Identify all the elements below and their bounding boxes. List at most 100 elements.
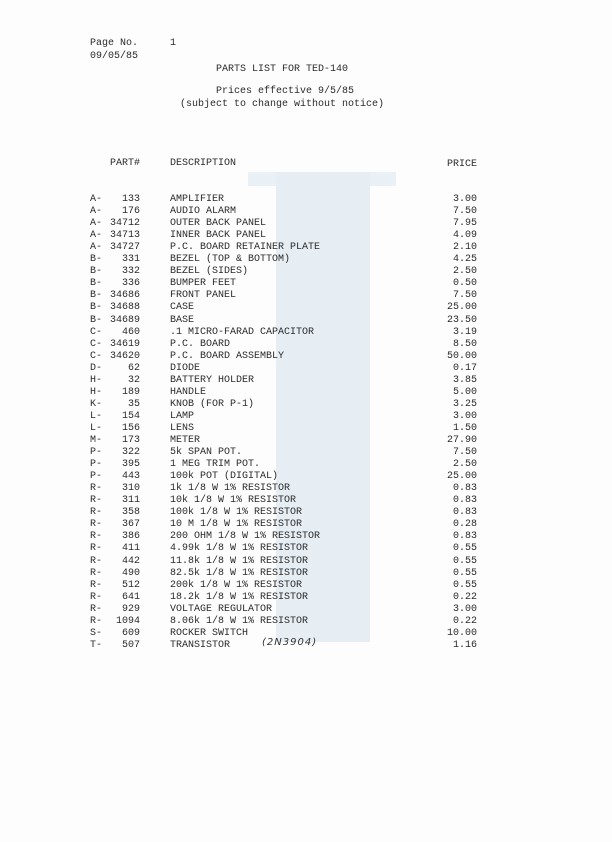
part-description: BEZEL (SIDES) [170,266,249,278]
table-row: R- 490 82.5k 1/8 W 1% RESISTOR 0.55 [0,568,612,580]
part-price: 0.55 [452,579,477,591]
table-row: A- 34727 P.C. BOARD RETAINER PLATE 2.10 [0,242,612,254]
part-price: 23.50 [446,314,477,326]
part-description: 200 OHM 1/8 W 1% RESISTOR [170,531,321,543]
table-row: K- 35 KNOB (FOR P-1) 3.25 [0,399,612,411]
part-prefix: R- [90,495,103,507]
part-description: VOLTAGE REGULATOR [170,603,273,615]
part-prefix: A- [90,218,103,230]
part-number: 507 [121,639,140,651]
part-price: 0.22 [452,615,477,627]
part-description: HANDLE [170,386,207,398]
table-row: R- 386 200 OHM 1/8 W 1% RESISTOR 0.83 [0,531,612,543]
part-price: 27.90 [446,435,477,446]
part-prefix: C- [90,326,103,338]
part-prefix: B- [90,314,103,326]
part-description: 100k POT (DIGITAL) [170,471,279,483]
table-row: C- 460 .1 MICRO-FARAD CAPACITOR 3.19 [0,327,612,339]
part-number: 34620 [109,350,140,362]
part-description: AUDIO ALARM [170,206,237,218]
part-price: 0.50 [452,278,477,290]
part-number: 311 [121,495,140,507]
subtitle-notice: (subject to change without notice) [180,99,385,110]
part-price: 25.00 [446,302,477,314]
table-row: R- 929 VOLTAGE REGULATOR 3.00 [0,604,612,616]
part-number: 336 [121,278,140,290]
part-price: 1.16 [452,639,477,651]
part-number: 512 [121,579,140,591]
part-description: KNOB (FOR P-1) [170,398,255,410]
part-number: 310 [121,483,140,495]
page-number: 1 [170,38,177,49]
part-number: 1094 [115,615,140,627]
table-row: B- 34686 FRONT PANEL 7.50 [0,290,612,302]
part-prefix: A- [90,194,103,205]
part-number: 154 [121,410,140,422]
table-row: C- 34619 P.C. BOARD 8.50 [0,339,612,351]
table-row: P- 395 1 MEG TRIM POT. 2.50 [0,459,612,471]
part-description: OUTER BACK PANEL [170,218,267,230]
part-price: 8.50 [452,338,477,350]
part-number: 442 [121,555,140,567]
table-row: C- 34620 P.C. BOARD ASSEMBLY 50.00 [0,351,612,363]
column-header-part: PART# [110,158,141,169]
part-number: 386 [121,531,140,543]
part-price: 3.19 [452,326,477,338]
part-price: 0.83 [452,531,477,543]
part-number: 173 [121,435,140,446]
part-prefix: A- [90,230,103,242]
part-number: 367 [121,519,140,531]
part-price: 0.55 [452,555,477,567]
part-price: 7.50 [452,290,477,302]
part-number: 35 [127,398,140,410]
part-description: ROCKER SWITCH [170,627,249,639]
part-description: BUMPER FEET [170,278,237,290]
page-label: Page No. [90,38,139,49]
part-description: P.C. BOARD ASSEMBLY [170,350,285,362]
table-row: M- 173 METER 27.90 [0,435,612,447]
part-price: 7.95 [452,218,477,230]
part-number: 332 [121,266,140,278]
column-header-description: DESCRIPTION [170,158,237,169]
table-row: L- 154 LAMP 3.00 [0,411,612,423]
part-prefix: D- [90,362,103,374]
part-number: 32 [127,374,140,386]
part-description: 8.06k 1/8 W 1% RESISTOR [170,615,309,627]
handwritten-note: (2N3904) [262,637,318,648]
table-row: L- 156 LENS 1.50 [0,423,612,435]
table-row: H- 32 BATTERY HOLDER 3.85 [0,375,612,387]
part-description: BASE [170,314,195,326]
part-number: 609 [121,627,140,639]
part-price: 2.50 [452,459,477,471]
part-number: 133 [121,194,140,205]
table-row: B- 331 BEZEL (TOP & BOTTOM) 4.25 [0,254,612,266]
part-price: 0.22 [452,591,477,603]
part-price: 50.00 [446,350,477,362]
part-description: LENS [170,422,195,434]
part-number: 34686 [109,290,140,302]
part-prefix: A- [90,242,103,254]
part-prefix: K- [90,398,103,410]
part-prefix: R- [90,579,103,591]
part-prefix: R- [90,615,103,627]
part-description: 11.8k 1/8 W 1% RESISTOR [170,555,309,567]
column-header-price: PRICE [447,159,478,170]
part-description: TRANSISTOR [170,639,231,651]
watermark [276,172,370,642]
part-description: BATTERY HOLDER [170,374,255,386]
part-number: 929 [121,603,140,615]
part-prefix: C- [90,338,103,350]
part-description: .1 MICRO-FARAD CAPACITOR [170,326,315,338]
table-row: R- 512 200k 1/8 W 1% RESISTOR 0.55 [0,580,612,592]
part-prefix: B- [90,254,103,266]
part-number: 34689 [109,314,140,326]
part-description: AMPLIFIER [170,194,225,205]
part-description: INNER BACK PANEL [170,230,267,242]
part-price: 7.50 [452,206,477,218]
part-prefix: H- [90,386,103,398]
part-prefix: L- [90,422,103,434]
table-row: R- 411 4.99k 1/8 W 1% RESISTOR 0.55 [0,543,612,555]
part-prefix: S- [90,627,103,639]
part-price: 25.00 [446,471,477,483]
